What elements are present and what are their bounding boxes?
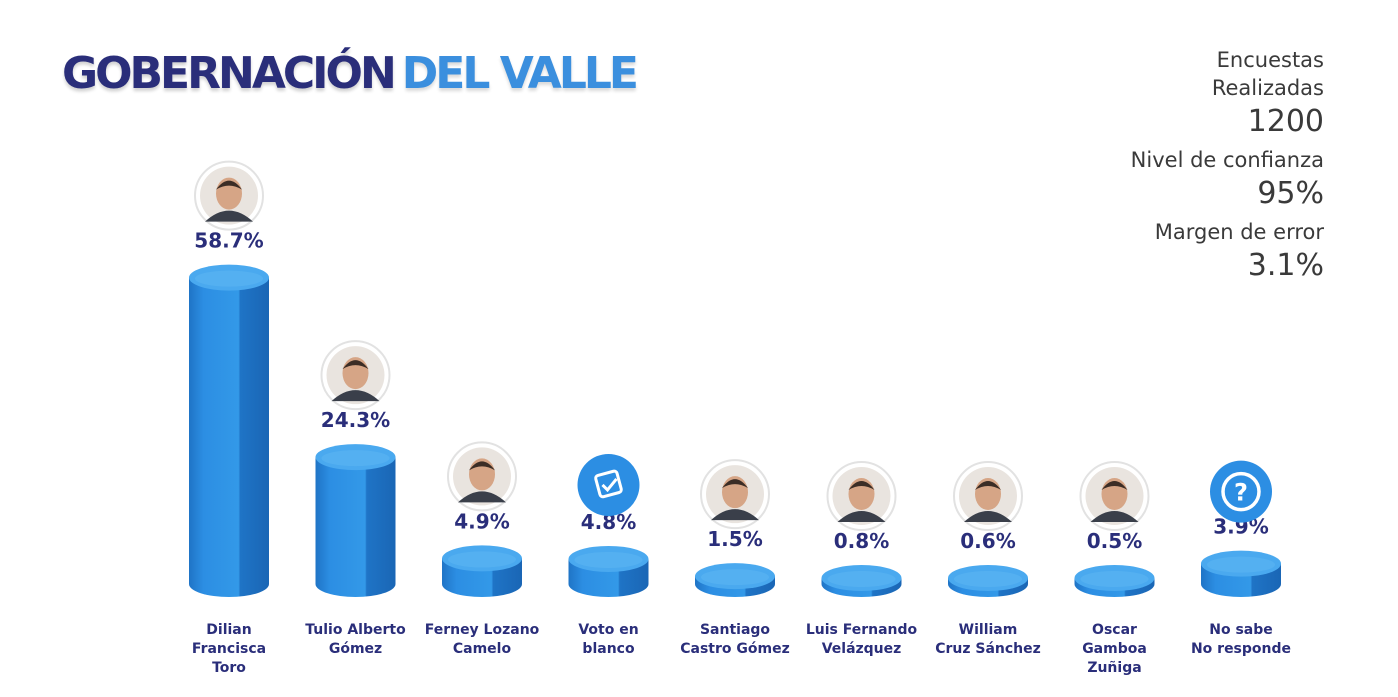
bar-top-highlight	[954, 571, 1022, 587]
bar-group: 24.3% Tulio Alberto Gómez	[305, 340, 406, 657]
question-icon: ?	[1210, 460, 1272, 523]
bar-top-highlight	[1207, 556, 1275, 573]
bar-group: 58.7% Dilian Francisca Toro	[189, 160, 269, 676]
candidate-photo	[320, 340, 391, 411]
category-label: Gamboa	[1082, 641, 1147, 657]
confidence-value: 95%	[1257, 176, 1324, 211]
category-label: No sabe	[1209, 622, 1273, 638]
surveys-value: 1200	[1247, 104, 1324, 139]
survey-stats: Encuestas Realizadas 1200 Nivel de confi…	[1004, 46, 1324, 290]
category-label: William	[959, 622, 1018, 638]
candidate-photo	[953, 461, 1023, 531]
value-label: 24.3%	[321, 408, 390, 432]
bar-top-highlight	[574, 551, 643, 568]
category-label: Luis Fernando	[806, 622, 918, 638]
category-label: Cruz Sánchez	[935, 641, 1041, 657]
candidate-photo	[1079, 461, 1150, 531]
value-label: 4.9%	[454, 509, 509, 533]
candidate-photo	[826, 461, 897, 531]
category-label: Camelo	[453, 641, 512, 657]
value-label: 0.8%	[834, 529, 889, 553]
value-label: 0.6%	[960, 529, 1015, 553]
bar-group: 0.6% William Cruz Sánchez	[935, 461, 1041, 657]
bar-top-highlight	[321, 450, 390, 467]
candidate-photo	[447, 441, 517, 512]
category-label: Velázquez	[822, 641, 902, 657]
category-label: Dilian	[206, 622, 251, 638]
bar-group: 0.5% Oscar Gamboa Zuñiga	[1074, 461, 1155, 676]
category-label: Toro	[212, 660, 246, 676]
category-label: Tulio Alberto	[305, 622, 406, 638]
category-label: blanco	[582, 641, 635, 657]
category-label: Castro Gómez	[680, 641, 789, 657]
category-label: Ferney Lozano	[425, 622, 540, 638]
candidate-photo	[194, 160, 264, 231]
category-label: Voto en	[578, 622, 638, 638]
error-value: 3.1%	[1247, 248, 1324, 283]
value-label: 58.7%	[194, 229, 263, 253]
error-label: Margen de error	[1154, 220, 1324, 244]
ballot-check-icon	[577, 453, 640, 516]
title-part2: DEL VALLE	[401, 48, 639, 99]
page-title: GOBERNACIÓN DEL VALLE	[62, 44, 639, 104]
surveys-label: Encuestas Realizadas	[1211, 48, 1324, 100]
bar-group: 4.9% Ferney Lozano Camelo	[425, 441, 540, 657]
bar-top-highlight	[701, 569, 769, 586]
bar	[189, 277, 269, 597]
bar-top-highlight	[195, 270, 263, 287]
candidate-photo	[700, 459, 770, 530]
category-label: Francisca	[192, 641, 266, 657]
bar-group: 0.8% Luis Fernando Velázquez	[806, 461, 918, 657]
bar	[315, 457, 396, 597]
category-label: Gómez	[329, 641, 382, 657]
value-label: 0.5%	[1087, 529, 1142, 553]
bar-top-highlight	[448, 551, 516, 568]
value-label: 1.5%	[707, 527, 762, 551]
title-part1: GOBERNACIÓN	[62, 48, 397, 99]
category-label: Santiago	[700, 622, 770, 638]
category-label: No responde	[1191, 641, 1291, 657]
category-label: Zuñiga	[1087, 660, 1141, 676]
category-label: Oscar	[1092, 622, 1137, 638]
confidence-label: Nivel de confianza	[1130, 148, 1324, 172]
bar-top-highlight	[827, 571, 896, 587]
bar-group: 1.5% Santiago Castro Gómez	[680, 459, 790, 657]
bar-top-highlight	[1080, 571, 1149, 587]
svg-text:?: ?	[1234, 479, 1248, 507]
